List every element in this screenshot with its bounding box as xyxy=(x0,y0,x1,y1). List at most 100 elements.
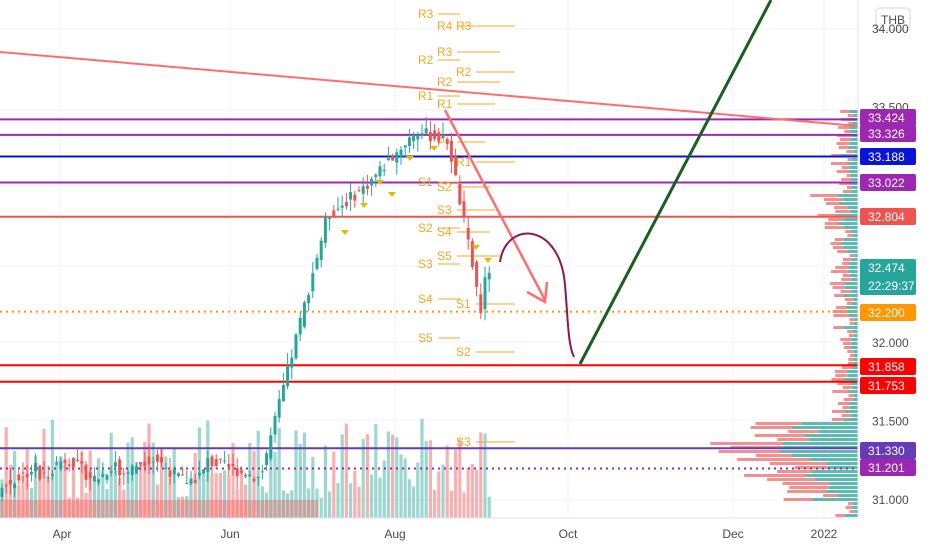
profile-bar xyxy=(852,386,858,389)
price-badge xyxy=(860,459,916,476)
profile-bar xyxy=(750,426,792,429)
volume-bar xyxy=(483,433,487,518)
pivot-label: S1 xyxy=(456,297,471,311)
volume-bar xyxy=(176,496,180,518)
candle-body xyxy=(13,483,17,489)
volume-bar xyxy=(403,458,407,518)
volume-bar xyxy=(319,497,323,518)
profile-bar xyxy=(836,306,846,309)
curve-path xyxy=(499,232,575,358)
volume-bar xyxy=(80,452,84,518)
volume-bar xyxy=(323,445,327,518)
descending-trendline xyxy=(0,51,859,127)
profile-bar xyxy=(852,158,858,161)
pivot-label: S3 xyxy=(418,257,433,271)
volume-bar xyxy=(378,477,382,518)
candle-body xyxy=(328,217,332,219)
profile-bar xyxy=(847,158,853,161)
candle-body xyxy=(155,454,159,462)
volume-bar xyxy=(260,486,264,518)
candle-body xyxy=(252,478,256,482)
profile-bar xyxy=(835,374,848,377)
volume-bar xyxy=(298,443,302,518)
signal-marker xyxy=(484,258,492,263)
volume-bar xyxy=(38,467,42,518)
profile-bar xyxy=(830,242,841,245)
pivot-label: S4 xyxy=(418,292,433,306)
profile-bar xyxy=(755,422,802,425)
profile-bar xyxy=(847,374,858,377)
candle-body xyxy=(294,334,298,359)
candle-body xyxy=(244,475,248,477)
candle-body xyxy=(454,156,458,176)
candle-body xyxy=(265,453,269,466)
volume-bar xyxy=(441,464,445,518)
profile-bar xyxy=(843,198,858,201)
profile-bar xyxy=(848,334,855,337)
volume-bar xyxy=(361,439,365,518)
profile-bar xyxy=(843,326,858,329)
candle-body xyxy=(386,158,390,161)
pivot-label: R1 xyxy=(456,155,472,169)
arrow-shaft xyxy=(443,109,547,301)
profile-bar xyxy=(849,166,858,169)
profile-bar xyxy=(843,246,858,249)
signal-marker xyxy=(472,245,480,250)
candle-body xyxy=(319,240,323,260)
volume-bar xyxy=(328,491,332,518)
candle-body xyxy=(122,473,126,475)
profile-bar xyxy=(830,162,847,165)
candle-body xyxy=(286,365,290,387)
volume-bar xyxy=(210,474,214,518)
pivot-label: S2 xyxy=(456,345,471,359)
volume-bar xyxy=(227,474,231,518)
candle-body xyxy=(260,471,264,473)
volume-bar xyxy=(265,492,269,518)
profile-bar xyxy=(832,286,845,289)
profile-bar xyxy=(848,270,858,273)
volume-bar xyxy=(424,441,428,518)
candle-body xyxy=(483,277,487,310)
profile-bar xyxy=(838,146,849,149)
candle-body xyxy=(239,470,243,473)
pivot-label: R2 xyxy=(456,65,472,79)
price-badge xyxy=(860,148,916,165)
green-trendline xyxy=(578,0,773,365)
pivot-label: R2 xyxy=(418,53,434,67)
drawings xyxy=(0,0,859,365)
profile-bar xyxy=(844,346,850,349)
profile-bar xyxy=(849,346,858,349)
volume-base-band xyxy=(0,500,318,518)
candle-body xyxy=(88,472,92,479)
profile-bar xyxy=(852,398,858,401)
profile-bar xyxy=(847,250,858,253)
candle-body xyxy=(361,186,365,194)
profile-bar xyxy=(787,490,827,493)
price-badge-label: 32.474 xyxy=(868,261,905,275)
profile-bar xyxy=(811,470,858,473)
price-badge xyxy=(860,259,916,295)
profile-bar xyxy=(835,266,849,269)
volume-bar xyxy=(101,469,105,518)
price-badge-label: 33.424 xyxy=(868,111,905,125)
price-badge xyxy=(860,304,916,321)
profile-bar xyxy=(845,306,858,309)
profile-bar xyxy=(832,246,844,249)
profile-bar xyxy=(842,262,850,265)
profile-bar xyxy=(788,430,819,433)
signal-marker xyxy=(376,180,384,185)
candle-body xyxy=(357,190,361,192)
candle-body xyxy=(38,465,42,480)
volume-bar xyxy=(475,470,479,518)
countdown-label: 22:29:37 xyxy=(868,279,915,293)
candle-body xyxy=(235,468,239,477)
candle-body xyxy=(349,192,353,200)
profile-bar xyxy=(831,378,843,381)
volume-bar xyxy=(294,430,298,518)
profile-bar xyxy=(847,350,854,353)
candle-body xyxy=(315,257,319,270)
price-badge-label: 32.804 xyxy=(868,210,905,224)
volume-bar xyxy=(50,419,54,518)
profile-bar xyxy=(848,122,853,125)
